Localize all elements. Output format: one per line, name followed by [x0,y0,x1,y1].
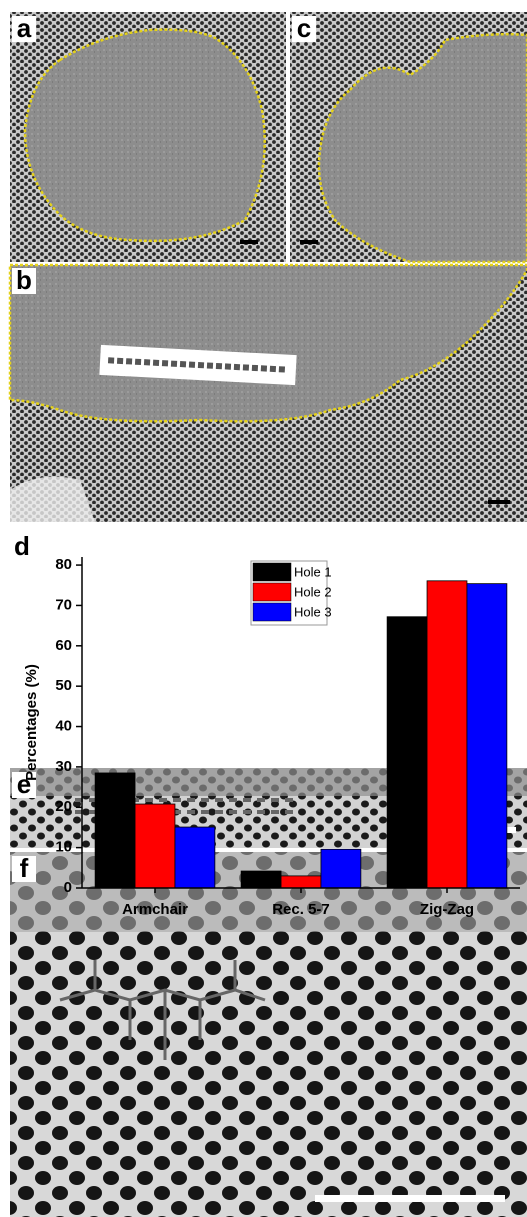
y-axis-label: Percentages (%) [23,664,40,781]
panel-label-box [12,772,36,798]
y-tick-label: 20 [55,798,72,815]
bar [466,583,508,889]
y-tick-label: 50 [55,677,72,694]
x-tick-label: Zig-Zag [420,901,474,918]
bar [280,875,322,889]
panel-label-box [292,16,316,42]
legend-label: Hole 1 [294,564,332,579]
y-tick-label: 60 [55,637,72,654]
panel-label: f [20,853,29,883]
y-tick-label: 30 [55,758,72,775]
x-tick-label: Armchair [122,901,188,918]
panel-b-image [8,263,527,522]
legend-label: Hole 2 [294,584,332,599]
x-tick-label: Rec. 5-7 [272,901,330,918]
y-tick-label: 10 [55,839,72,856]
legend-swatch [252,602,292,622]
bar [386,616,428,889]
panel-label-box [12,856,36,882]
panel-label-box [12,268,36,294]
panel-label: e [17,769,31,799]
panel-label: d [14,531,30,561]
bar [174,826,216,889]
panel-a-image [10,12,286,262]
panel-label-box [12,16,36,42]
y-tick-label: 0 [64,879,72,896]
panel-label: b [16,265,32,295]
bar [134,803,176,889]
bar [94,772,136,889]
bar [320,848,362,889]
bar [240,870,282,889]
bar [426,580,468,889]
y-tick-label: 80 [55,556,72,573]
panel-label: c [297,13,311,43]
y-tick-label: 40 [55,718,72,735]
legend-swatch [252,582,292,602]
panel-label: a [17,13,32,43]
legend-label: Hole 3 [294,604,332,619]
panel-c-image [290,12,527,264]
y-tick-label: 70 [55,596,72,613]
legend-swatch [252,562,292,582]
